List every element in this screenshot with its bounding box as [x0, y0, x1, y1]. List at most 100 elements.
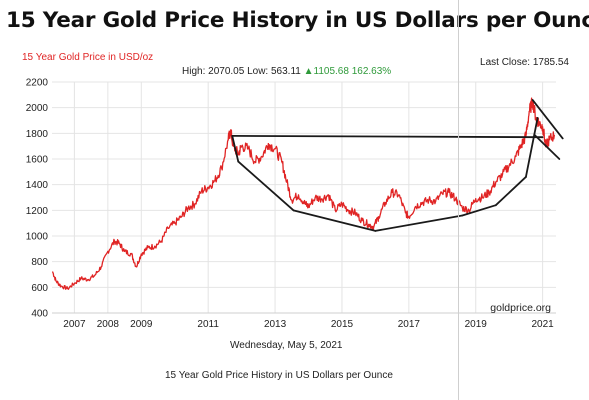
data-point	[214, 180, 216, 182]
annotation-line	[494, 176, 527, 207]
x-tick-label: 2017	[398, 319, 421, 330]
data-point	[254, 160, 256, 163]
y-tick-label: 2000	[26, 103, 49, 114]
low-value: 563.11	[270, 66, 301, 77]
annotation-line	[231, 134, 240, 163]
data-point	[80, 277, 82, 279]
annotation-line	[461, 204, 497, 217]
data-point	[274, 148, 276, 150]
watermark: goldprice.org	[490, 302, 551, 314]
annotation-line	[374, 214, 464, 232]
y-tick-label: 1200	[26, 206, 49, 217]
data-point	[448, 191, 450, 193]
data-point	[227, 139, 229, 141]
data-point	[174, 222, 176, 224]
data-point	[93, 275, 96, 277]
data-point	[468, 209, 470, 211]
divider	[458, 0, 459, 400]
data-point	[314, 196, 316, 199]
data-point	[237, 153, 239, 155]
data-point	[107, 250, 109, 252]
data-point	[135, 266, 137, 268]
low-label: Low:	[247, 66, 269, 77]
data-point	[548, 139, 550, 141]
data-point	[461, 207, 463, 209]
data-point	[247, 148, 249, 150]
last-close-value: 1785.54	[532, 57, 569, 68]
data-point	[286, 181, 288, 183]
data-point	[220, 167, 223, 169]
change-percent: 162.63%	[351, 66, 392, 77]
page-title: 15 Year Gold Price History in US Dollars…	[6, 8, 589, 33]
data-point	[327, 194, 330, 196]
annotation-line	[525, 117, 539, 178]
x-tick-label: 2015	[331, 319, 354, 330]
gold-price-series-line	[52, 97, 555, 290]
data-point	[542, 126, 544, 128]
y-tick-label: 1000	[26, 232, 49, 243]
data-point	[501, 173, 504, 175]
x-tick-label: 2013	[264, 319, 287, 330]
data-point	[73, 282, 76, 285]
data-point	[307, 205, 310, 208]
data-point	[52, 271, 54, 273]
data-point	[475, 198, 477, 200]
data-point	[123, 250, 126, 252]
series-layer	[52, 97, 555, 290]
data-point	[67, 288, 69, 290]
high-value: 2070.05	[208, 66, 245, 77]
annotation-line	[533, 133, 561, 160]
data-point	[140, 253, 142, 255]
data-point	[481, 196, 484, 199]
annotation-lines	[231, 99, 564, 232]
data-point	[100, 266, 102, 268]
data-point	[398, 194, 400, 196]
data-point	[348, 209, 350, 211]
data-point	[297, 194, 300, 196]
annotation-line	[231, 134, 544, 139]
change-value: ▲1105.68	[303, 66, 349, 77]
x-tick-label: 2009	[130, 319, 153, 330]
data-point	[113, 240, 116, 242]
data-point	[187, 207, 189, 209]
data-point	[261, 155, 263, 158]
data-point	[291, 199, 293, 201]
y-tick-label: 600	[31, 283, 48, 294]
x-tick-label: 2019	[465, 319, 488, 330]
data-point	[118, 243, 121, 245]
stats-line: High: 2070.05 Low: 563.11 ▲1105.68 162.6…	[182, 66, 391, 77]
data-point	[281, 160, 283, 163]
data-point	[408, 216, 410, 218]
data-point	[321, 198, 323, 200]
y-axis-ticks: 400 600 800 1000 1200 1400 1600 1800 2000 2200	[26, 78, 49, 320]
data-point	[495, 181, 497, 183]
annotation-line	[237, 160, 295, 212]
chart-date: Wednesday, May 5, 2021	[230, 340, 343, 351]
data-point	[130, 253, 132, 255]
data-point	[60, 285, 62, 287]
data-point	[368, 223, 370, 226]
x-tick-label: 2011	[197, 319, 219, 330]
data-point	[538, 122, 540, 124]
data-point	[435, 200, 437, 202]
data-point	[428, 199, 430, 201]
x-tick-label: 2008	[97, 319, 120, 330]
data-point	[508, 164, 510, 167]
data-point	[55, 280, 57, 282]
x-tick-label: 2021	[531, 319, 554, 330]
data-point	[535, 117, 537, 119]
data-point	[334, 209, 336, 211]
data-point	[180, 216, 183, 218]
data-point	[373, 226, 375, 228]
last-close: Last Close: 1785.54	[480, 57, 569, 68]
data-point	[384, 202, 387, 204]
data-point	[488, 191, 490, 193]
data-point	[241, 145, 243, 147]
x-axis-ticks: 2007 2008 2009 2011 2013 2015 2017 2019 2021	[63, 319, 554, 330]
y-tick-label: 1400	[26, 180, 49, 191]
data-point	[147, 246, 149, 249]
data-point	[207, 186, 209, 188]
chart-caption: 15 Year Gold Price History in US Dollars…	[165, 370, 393, 381]
x-tick-label: 2007	[63, 319, 86, 330]
data-point	[378, 216, 380, 218]
